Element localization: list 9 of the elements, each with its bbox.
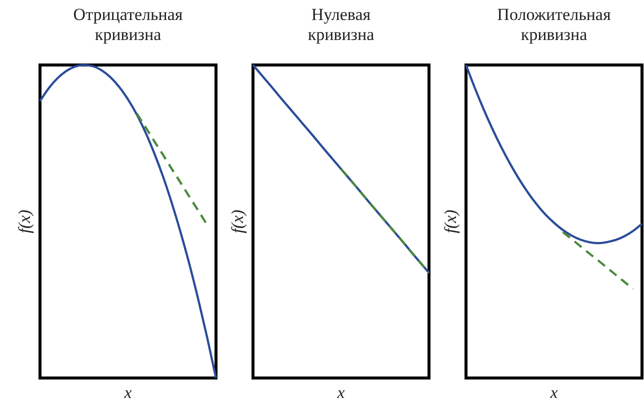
chart-title: Нулевая кривизна: [308, 5, 375, 44]
y-axis-title: f(x): [15, 209, 34, 234]
x-axis-title: x: [549, 383, 558, 402]
x-axis-title: x: [123, 383, 132, 402]
x-axis-title: x: [336, 383, 346, 402]
y-axis-title: f(x): [441, 209, 460, 234]
y-axis-title: f(x): [228, 209, 247, 234]
chart-title: Отрицательная кривизна: [73, 5, 183, 44]
chart-title: Положительная кривизна: [497, 5, 611, 44]
